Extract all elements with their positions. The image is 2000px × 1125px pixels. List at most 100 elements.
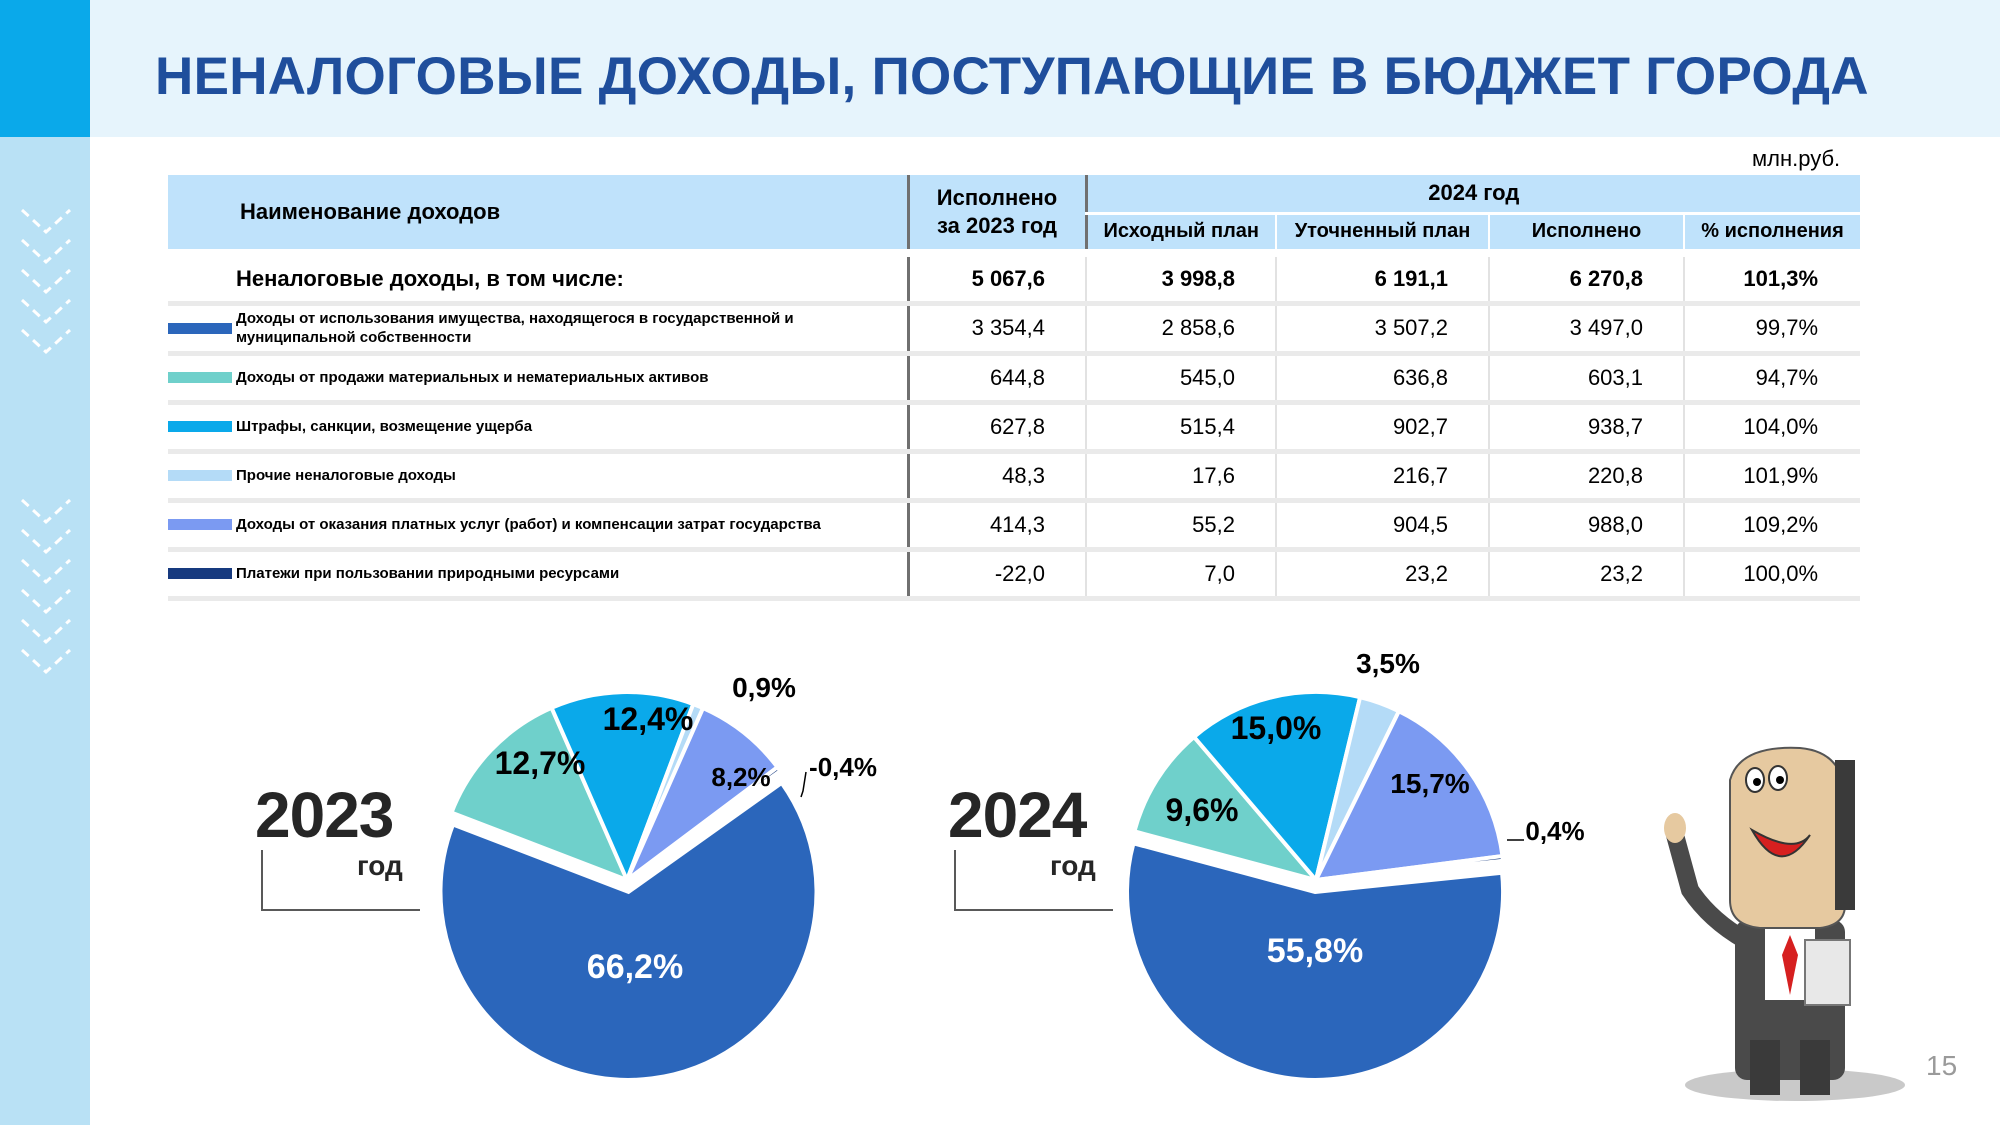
header-initial-plan: Исходный план xyxy=(1084,213,1276,257)
cell-executed-2023: 627,8 xyxy=(906,402,1086,454)
pie-slice xyxy=(1191,690,1363,885)
pie-slice xyxy=(1131,734,1322,884)
table-subheader-row: Исходный план Уточненный план Исполнено … xyxy=(168,213,1861,257)
pie-2023-year-sub: год xyxy=(357,850,403,881)
cell-revised-plan: 904,5 xyxy=(1275,500,1489,552)
page-number: 15 xyxy=(1926,1050,1958,1081)
cell-execution-percent: 100,0% xyxy=(1682,549,1861,601)
header-revised-plan: Уточненный план xyxy=(1275,213,1489,257)
pie-slice xyxy=(622,705,781,887)
row-name-cell: Доходы от оказания платных услуг (работ)… xyxy=(168,500,908,552)
cell-executed-2023: -22,0 xyxy=(906,549,1086,601)
table-row: Штрафы, санкции, возмещение ущерба 627,8… xyxy=(168,402,1861,454)
cell-initial-plan: 545,0 xyxy=(1085,353,1276,405)
cell-initial-plan: 55,2 xyxy=(1085,500,1276,552)
row-name-cell: Неналоговые доходы, в том числе: xyxy=(168,252,908,306)
pie-2023: 66,2% 12,7% 12,4% 0,9% 8,2% -0,4% xyxy=(438,672,877,1082)
row-name-cell: Платежи при пользовании природными ресур… xyxy=(168,549,908,601)
cell-execution-percent: 101,3% xyxy=(1682,252,1861,306)
pie-2024-year-sub: год xyxy=(1050,850,1096,881)
cell-executed-2023: 5 067,6 xyxy=(906,252,1086,306)
cell-executed-2023: 414,3 xyxy=(906,500,1086,552)
cell-initial-plan: 7,0 xyxy=(1085,549,1276,601)
left-accent-bar xyxy=(0,0,90,1125)
cell-revised-plan: 636,8 xyxy=(1275,353,1489,405)
pie-2024: 55,8% 9,6% 15,0% 3,5% 15,7% 0,4% xyxy=(1125,648,1585,1082)
row-name-cell: Прочие неналоговые доходы xyxy=(168,451,908,503)
revenue-table: Наименование доходов Исполнено за 2023 г… xyxy=(168,175,1861,601)
pie-slice-label: 55,8% xyxy=(1267,932,1363,970)
table-row: Доходы от продажи материальных и нематер… xyxy=(168,353,1861,405)
left-accent-block xyxy=(0,0,90,137)
row-name: Неналоговые доходы, в том числе: xyxy=(236,266,624,291)
cell-revised-plan: 216,7 xyxy=(1275,451,1489,503)
cell-revised-plan: 3 507,2 xyxy=(1275,303,1489,356)
table-header-row: Наименование доходов Исполнено за 2023 г… xyxy=(168,175,1861,257)
cell-revised-plan: 6 191,1 xyxy=(1275,252,1489,306)
pie-2024-year-label: 2024 xyxy=(948,779,1087,851)
row-name: Штрафы, санкции, возмещение ущерба xyxy=(236,418,533,435)
pie-slice xyxy=(1314,694,1402,881)
row-name: Доходы от оказания платных услуг (работ)… xyxy=(236,516,821,533)
legend-swatch xyxy=(168,470,232,481)
pie-leader-line xyxy=(800,771,807,798)
legend-swatch xyxy=(168,273,232,284)
table-row: Платежи при пользовании природными ресур… xyxy=(168,549,1861,601)
cell-revised-plan: 902,7 xyxy=(1275,402,1489,454)
pie-slice-label: 0,9% xyxy=(732,672,796,703)
legend-swatch xyxy=(168,421,232,432)
pie-slice-label: 9,6% xyxy=(1166,792,1239,828)
row-name: Прочие неналоговые доходы xyxy=(236,467,456,484)
cell-revised-plan: 23,2 xyxy=(1275,549,1489,601)
decorative-chevrons xyxy=(20,208,72,675)
header-year-2024: 2024 год xyxy=(1084,175,1861,215)
cell-execution-percent: 104,0% xyxy=(1682,402,1861,454)
pie-slice xyxy=(1125,840,1506,1082)
pie-slice-label: 12,7% xyxy=(495,745,586,781)
cell-executed-2024: 938,7 xyxy=(1488,402,1684,454)
cell-execution-percent: 109,2% xyxy=(1682,500,1861,552)
cell-executed-2023: 644,8 xyxy=(906,353,1086,405)
table-row: Доходы от использования имущества, наход… xyxy=(168,303,1861,356)
cell-initial-plan: 3 998,8 xyxy=(1085,252,1276,306)
pie-slice-label: 0,4% xyxy=(1525,816,1584,846)
header-executed-2023-line1: Исполнено xyxy=(936,184,1058,210)
cell-executed-2023: 48,3 xyxy=(906,451,1086,503)
legend-swatch xyxy=(168,372,232,383)
pie-slice xyxy=(625,764,783,882)
cell-execution-percent: 101,9% xyxy=(1682,451,1861,503)
row-name-cell: Штрафы, санкции, возмещение ущерба xyxy=(168,402,908,454)
header-name: Наименование доходов xyxy=(168,175,908,257)
pie-slice-label: 8,2% xyxy=(711,762,770,792)
cell-initial-plan: 515,4 xyxy=(1085,402,1276,454)
pointing-businessman-illustration xyxy=(1664,746,1905,1101)
table-row: Прочие неналоговые доходы 48,3 17,6 216,… xyxy=(168,451,1861,503)
cell-executed-2024: 603,1 xyxy=(1488,353,1684,405)
row-name: Доходы от продажи материальных и нематер… xyxy=(236,369,709,386)
pie-slice xyxy=(625,701,706,881)
row-name-cell: Доходы от продажи материальных и нематер… xyxy=(168,353,908,405)
unit-label: млн.руб. xyxy=(1752,146,1841,171)
cell-executed-2024: 220,8 xyxy=(1488,451,1684,503)
legend-swatch xyxy=(168,568,232,579)
page-title: НЕНАЛОГОВЫЕ ДОХОДЫ, ПОСТУПАЮЩИЕ В БЮДЖЕТ… xyxy=(155,47,1869,106)
pie-slice-label: 15,7% xyxy=(1390,768,1469,799)
cell-execution-percent: 94,7% xyxy=(1682,353,1861,405)
header-executed-2023: Исполнено за 2023 год xyxy=(906,175,1086,257)
cell-executed-2024: 988,0 xyxy=(1488,500,1684,552)
pie-slice-label: 3,5% xyxy=(1356,648,1420,679)
legend-swatch xyxy=(168,322,232,334)
cell-executed-2023: 3 354,4 xyxy=(906,303,1086,356)
pie-2023-year-label: 2023 xyxy=(255,779,394,851)
header-band xyxy=(90,0,2000,137)
cell-initial-plan: 17,6 xyxy=(1085,451,1276,503)
pie-slice xyxy=(548,690,696,886)
pie-slice-label: 15,0% xyxy=(1231,710,1322,746)
table-row: Доходы от оказания платных услуг (работ)… xyxy=(168,500,1861,552)
pie-slice xyxy=(438,780,819,1082)
row-name-cell: Доходы от использования имущества, наход… xyxy=(168,303,908,356)
cell-executed-2024: 6 270,8 xyxy=(1488,252,1684,306)
pie-slice xyxy=(1312,708,1505,883)
pie-slice-label: -0,4% xyxy=(809,752,877,782)
pie-slice-label: 12,4% xyxy=(603,701,694,737)
